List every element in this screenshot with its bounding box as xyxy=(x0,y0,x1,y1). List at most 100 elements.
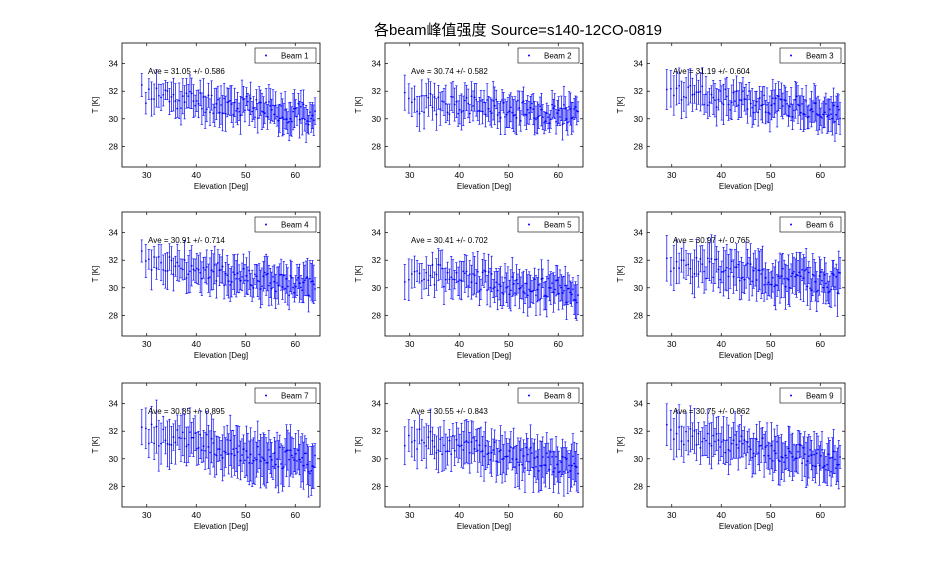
data-point xyxy=(244,459,246,462)
data-point xyxy=(150,423,153,426)
data-point xyxy=(557,292,560,295)
data-point xyxy=(446,450,449,452)
data-point xyxy=(533,117,536,120)
data-point xyxy=(176,261,179,264)
data-point xyxy=(166,443,169,445)
data-point xyxy=(259,288,262,290)
data-point xyxy=(760,104,763,107)
data-point xyxy=(831,272,834,275)
data-point xyxy=(470,95,473,98)
data-point xyxy=(505,286,508,289)
data-point xyxy=(199,433,202,436)
data-point xyxy=(547,456,550,459)
data-point xyxy=(172,273,175,276)
data-point xyxy=(502,457,505,460)
data-point xyxy=(280,463,283,465)
data-point xyxy=(509,446,512,448)
data-point xyxy=(526,294,529,297)
data-point xyxy=(310,470,313,472)
data-point xyxy=(153,256,156,258)
data-point xyxy=(197,102,200,105)
data-point xyxy=(192,268,195,271)
data-point xyxy=(517,99,519,102)
data-point xyxy=(761,437,764,440)
data-point xyxy=(518,287,521,290)
data-point xyxy=(559,284,561,287)
data-point xyxy=(168,443,171,446)
data-point xyxy=(553,105,556,108)
data-point xyxy=(767,111,770,114)
data-point xyxy=(699,258,702,260)
data-point xyxy=(563,470,565,473)
data-point xyxy=(444,103,447,105)
data-point xyxy=(705,93,707,96)
data-point xyxy=(448,113,451,116)
data-point xyxy=(691,93,694,96)
data-point xyxy=(303,452,306,455)
data-point xyxy=(281,116,284,119)
data-point xyxy=(533,278,536,281)
data-point xyxy=(180,437,182,440)
data-point xyxy=(170,95,173,98)
data-point xyxy=(672,267,675,270)
data-point xyxy=(420,439,423,442)
legend-label: Beam 8 xyxy=(544,392,572,401)
data-point xyxy=(703,270,706,273)
data-point xyxy=(543,295,546,298)
data-point xyxy=(178,99,181,102)
data-point xyxy=(476,270,479,273)
data-point xyxy=(467,285,470,287)
data-point xyxy=(235,277,238,280)
data-point xyxy=(813,453,816,456)
data-point xyxy=(532,466,535,469)
x-tick-label: 30 xyxy=(142,510,152,520)
data-point xyxy=(791,455,794,458)
data-point xyxy=(239,114,242,117)
data-point xyxy=(549,287,552,289)
data-point xyxy=(192,436,195,439)
data-point xyxy=(224,272,227,275)
data-point xyxy=(817,289,819,292)
data-point xyxy=(418,112,421,115)
data-point xyxy=(714,258,716,261)
data-point xyxy=(809,448,812,451)
data-point xyxy=(413,270,416,273)
data-point xyxy=(294,285,297,288)
data-point xyxy=(290,454,293,457)
x-tick-label: 60 xyxy=(291,170,301,180)
data-point xyxy=(207,94,210,97)
data-point xyxy=(309,472,311,475)
data-point xyxy=(410,101,413,104)
data-point xyxy=(786,102,788,105)
data-point xyxy=(204,111,207,114)
data-point xyxy=(774,452,777,455)
data-point xyxy=(502,101,505,104)
data-point xyxy=(162,428,165,431)
data-point xyxy=(235,447,238,450)
data-point xyxy=(242,267,245,270)
data-point xyxy=(817,448,819,451)
data-point xyxy=(712,434,715,437)
data-point xyxy=(252,459,255,462)
data-point xyxy=(751,280,754,283)
data-point xyxy=(272,275,274,278)
data-point xyxy=(205,266,208,268)
subplot-beam-6: 30 40 50 60 28 30 32 34 Elevation [Deg] T [K] Ave … xyxy=(616,211,846,360)
data-point xyxy=(818,114,821,116)
data-point xyxy=(752,269,755,272)
data-point xyxy=(450,276,453,279)
data-point xyxy=(814,280,817,283)
data-point xyxy=(526,453,529,456)
y-tick-label: 28 xyxy=(109,481,119,491)
data-point xyxy=(160,261,162,264)
data-point xyxy=(815,290,818,293)
data-point xyxy=(217,262,219,264)
data-point xyxy=(790,452,793,455)
data-point xyxy=(766,444,768,447)
data-point xyxy=(238,110,241,113)
data-point xyxy=(246,279,249,282)
data-point xyxy=(493,286,496,289)
data-point xyxy=(290,276,293,279)
data-point xyxy=(715,433,718,435)
data-point xyxy=(761,269,764,271)
